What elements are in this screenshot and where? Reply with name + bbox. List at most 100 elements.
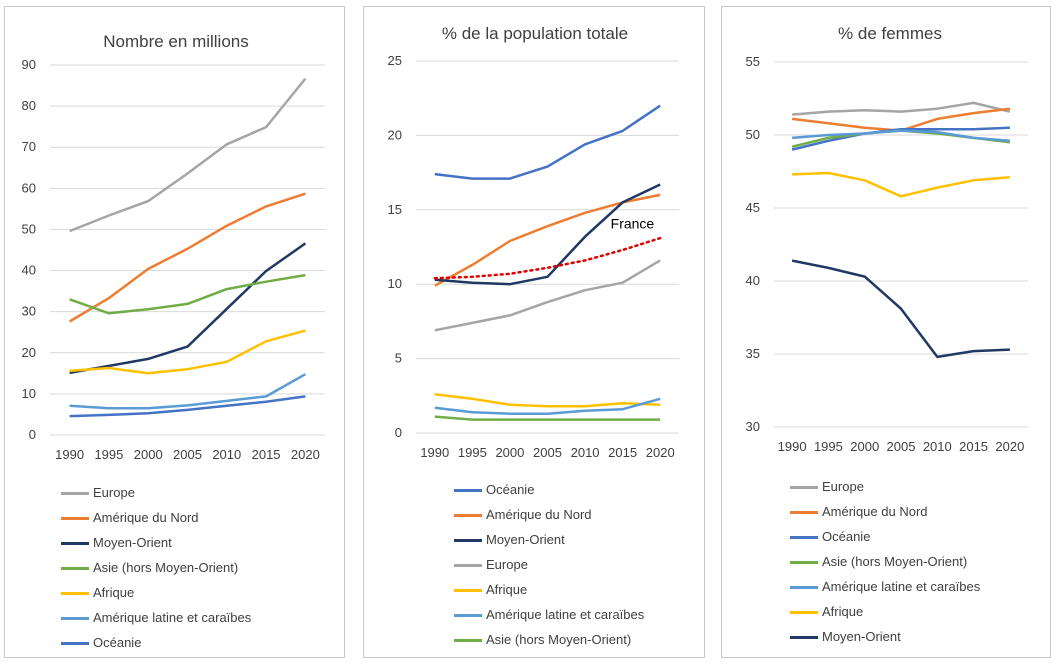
legend-label: Amérique du Nord (93, 510, 199, 525)
legend-swatch (454, 589, 482, 592)
series-line-asie-hors-moyen-orient (69, 273, 306, 315)
legend-swatch (790, 511, 818, 514)
y-tick-label: 60 (22, 180, 36, 195)
series-line-europe (791, 101, 1011, 116)
legend-label: Afrique (93, 585, 135, 600)
line-chart-pourcentage-femmes: % de femmes 30 35 40 45 50 55 1990 1995 2000 2005… (746, 24, 1028, 454)
legend-label: Amérique du Nord (822, 504, 928, 519)
legend-label: Amérique latine et caraïbes (486, 607, 645, 622)
y-tick-label: 20 (388, 127, 402, 142)
series-line-moyen-orient (69, 242, 307, 375)
x-tick-label: 2000 (850, 439, 879, 454)
y-tick-label: 40 (22, 263, 36, 278)
legend-label: Amérique du Nord (486, 507, 592, 522)
x-tick-label: 2000 (134, 447, 163, 462)
series-line-asie-hors-moyen-orient (434, 415, 661, 421)
legend-swatch (790, 636, 818, 639)
legend-label: Europe (93, 485, 135, 500)
chart-title: % de la population totale (442, 24, 628, 43)
series-line-amerique-latine-et-caraibes (434, 397, 661, 415)
chart-panel-pourcentage-population: % de la population totale 0 5 10 15 20 25 1990… (363, 6, 705, 658)
y-tick-label: 30 (746, 419, 760, 434)
legend-label: Moyen-Orient (93, 535, 172, 550)
y-tick-label: 5 (395, 351, 402, 366)
x-tick-label: 1995 (814, 439, 843, 454)
series-line-afrique (792, 171, 1011, 198)
series-line-afrique (69, 329, 306, 375)
legend-swatch (454, 614, 482, 617)
x-tick-label: 2010 (212, 447, 241, 462)
annotation-france: France (611, 216, 655, 232)
y-tick-label: 40 (746, 273, 760, 288)
x-tick-label: 1990 (778, 439, 807, 454)
y-tick-label: 35 (746, 346, 760, 361)
series-line-amerique-latine-et-caraibes (69, 373, 307, 410)
series-line-oceanie (69, 395, 306, 418)
legend-label: Amérique latine et caraïbes (93, 610, 252, 625)
x-tick-label: 1990 (55, 447, 84, 462)
legend-label: Asie (hors Moyen-Orient) (822, 554, 968, 569)
legend-label: Asie (hors Moyen-Orient) (93, 560, 239, 575)
legend-swatch (790, 586, 818, 589)
legend-label: Asie (hors Moyen-Orient) (486, 632, 632, 647)
series-line-oceanie (434, 104, 661, 180)
x-tick-label: 1995 (458, 445, 487, 460)
y-tick-label: 50 (22, 221, 36, 236)
chart-panel-pourcentage-femmes: % de femmes 30 35 40 45 50 55 1990 1995 2000 2005… (721, 6, 1051, 658)
legend-label: Afrique (486, 582, 528, 597)
x-tick-label: 2020 (646, 445, 675, 460)
legend-swatch (454, 539, 482, 542)
legend-swatch (790, 486, 818, 489)
chart-panel-nombre-en-millions: Nombre en millions 0 10 20 30 40 50 60 70 80 90 19… (4, 6, 345, 658)
x-tick-label: 1990 (420, 445, 449, 460)
series-line-amerique-latine-et-caraibes (792, 129, 1010, 143)
legend-label: Afrique (822, 604, 864, 619)
series-line-oceanie (791, 126, 1010, 151)
x-tick-label: 2005 (887, 439, 916, 454)
legend-swatch (61, 617, 89, 620)
x-tick-label: 2000 (495, 445, 524, 460)
legend-label: Europe (822, 479, 864, 494)
legend-label: Océanie (93, 635, 142, 650)
series-line-amerique-du-nord (68, 192, 306, 323)
series-line-afrique (434, 393, 661, 408)
legend-swatch (61, 642, 89, 645)
y-tick-label: 55 (746, 54, 760, 69)
legend-label: Moyen-Orient (822, 629, 901, 644)
series-line-amerique-du-nord (434, 193, 661, 287)
legend-swatch (61, 492, 89, 495)
legend-label: Océanie (486, 482, 535, 497)
line-chart-pourcentage-population: % de la population totale 0 5 10 15 20 25 1990… (388, 24, 679, 460)
y-tick-label: 30 (22, 304, 36, 319)
y-tick-label: 45 (746, 200, 760, 215)
series-line-europe (434, 259, 661, 332)
x-tick-label: 2005 (533, 445, 562, 460)
series-line-moyen-orient (791, 259, 1010, 359)
chart-title: Nombre en millions (103, 32, 249, 51)
legend-swatch (454, 514, 482, 517)
legend-label: Moyen-Orient (486, 532, 565, 547)
y-tick-label: 20 (22, 345, 36, 360)
y-tick-label: 15 (388, 202, 402, 217)
y-tick-label: 10 (388, 276, 402, 291)
legend-swatch (790, 536, 818, 539)
x-tick-label: 2010 (571, 445, 600, 460)
legend-swatch (790, 561, 818, 564)
x-tick-label: 2010 (923, 439, 952, 454)
series-line-europe (69, 77, 307, 233)
series-line-moyen-orient (434, 183, 661, 286)
y-tick-label: 90 (22, 57, 36, 72)
legend-swatch (454, 639, 482, 642)
y-tick-label: 25 (388, 53, 402, 68)
legend-label: Océanie (822, 529, 871, 544)
y-tick-label: 0 (29, 427, 36, 442)
legend-swatch (454, 564, 482, 567)
x-tick-label: 1995 (94, 447, 123, 462)
y-tick-label: 70 (22, 139, 36, 154)
legend-swatch (454, 489, 482, 492)
y-tick-label: 50 (746, 127, 760, 142)
y-tick-label: 0 (395, 425, 402, 440)
line-chart-nombre-en-millions: Nombre en millions 0 10 20 30 40 50 60 70 80 90 19… (22, 32, 325, 462)
y-tick-label: 80 (22, 98, 36, 113)
x-tick-label: 2015 (608, 445, 637, 460)
